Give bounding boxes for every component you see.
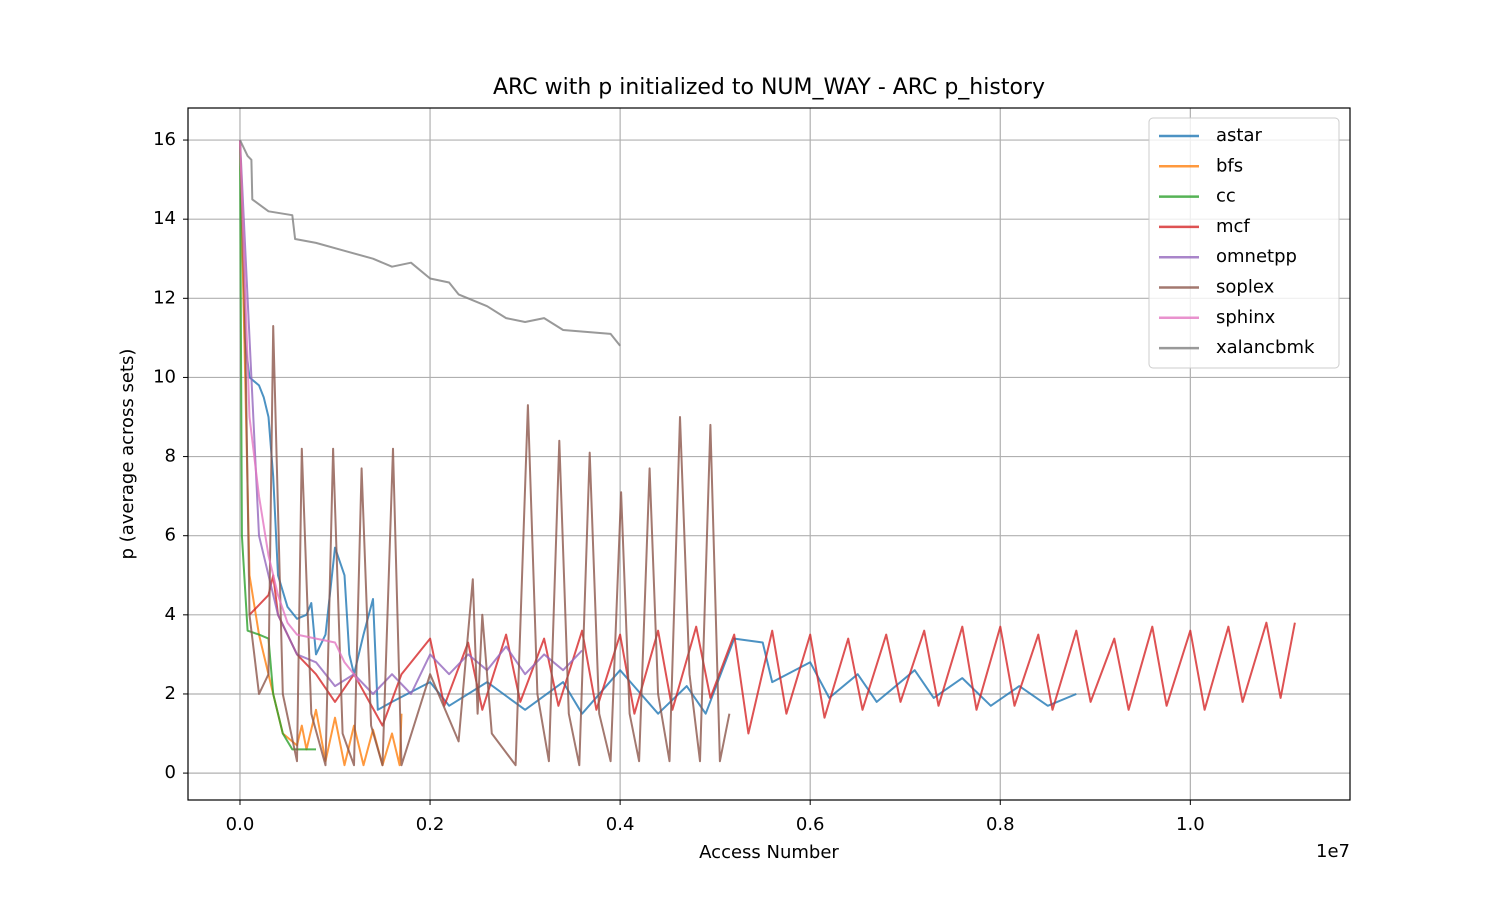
- y-tick-label: 16: [153, 129, 176, 150]
- legend-label: bfs: [1216, 155, 1243, 176]
- legend-label: mcf: [1216, 216, 1250, 237]
- series-line: [248, 574, 1296, 735]
- x-tick-label: 1.0: [1176, 814, 1205, 835]
- series-line: [239, 139, 731, 767]
- legend-label: xalancbmk: [1216, 337, 1315, 358]
- series-line: [239, 139, 360, 683]
- x-offset-label: 1e7: [1316, 841, 1350, 862]
- series-line: [239, 139, 1077, 715]
- legend-label: soplex: [1216, 277, 1275, 298]
- legend-label: sphinx: [1216, 307, 1276, 328]
- series-line: [239, 139, 621, 347]
- x-tick-label: 0.8: [986, 814, 1015, 835]
- y-tick-label: 2: [165, 683, 176, 704]
- y-tick-label: 10: [153, 366, 176, 387]
- y-axis-label: p (average across sets): [117, 349, 138, 560]
- y-tick-label: 6: [165, 525, 176, 546]
- y-tick-label: 0: [165, 762, 176, 783]
- y-tick-label: 12: [153, 287, 176, 308]
- y-tick-label: 14: [153, 208, 176, 229]
- x-axis-label: Access Number: [699, 842, 839, 863]
- chart-title: ARC with p initialized to NUM_WAY - ARC …: [493, 75, 1045, 100]
- legend-label: omnetpp: [1216, 246, 1297, 267]
- plot-frame: [187, 107, 1351, 801]
- series-line: [239, 139, 583, 695]
- legend-label: cc: [1216, 186, 1236, 207]
- x-tick-label: 0.2: [416, 814, 445, 835]
- x-tick-label: 0.0: [226, 814, 255, 835]
- y-tick-label: 4: [165, 604, 176, 625]
- x-tick-label: 0.6: [796, 814, 825, 835]
- y-tick-label: 8: [165, 446, 176, 467]
- x-tick-label: 0.4: [606, 814, 635, 835]
- legend-label: astar: [1216, 125, 1262, 146]
- legend-box: [1148, 117, 1340, 369]
